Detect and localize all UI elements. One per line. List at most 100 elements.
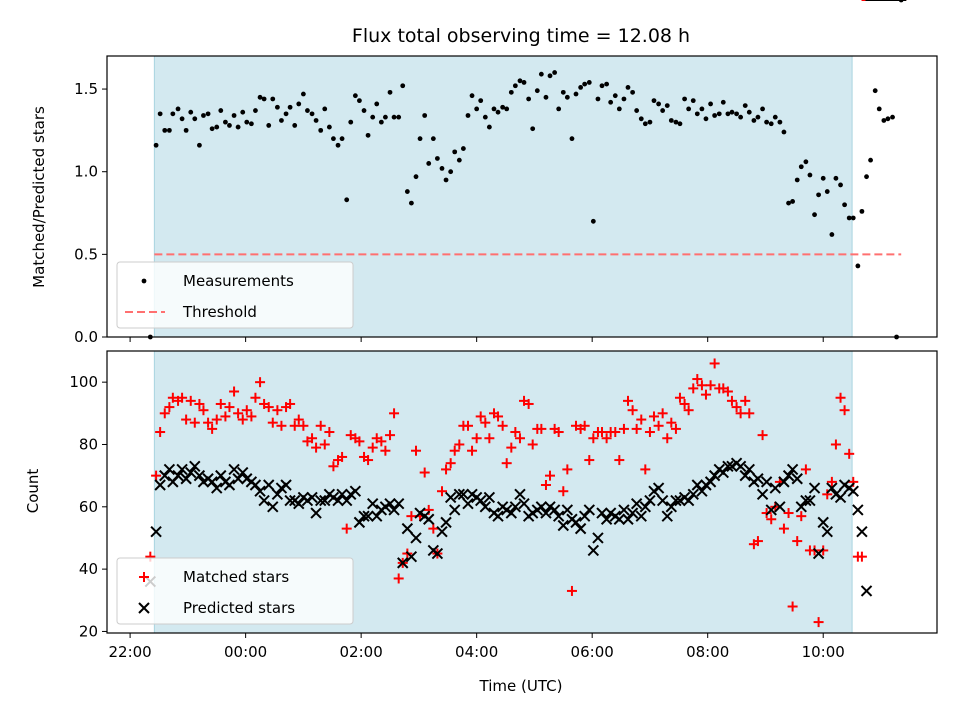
predicted-point-b (232, 473, 244, 485)
x-tick-label: 22:00 (108, 643, 151, 661)
predicted-point (319, 494, 331, 507)
predicted-point (635, 510, 647, 522)
x-tick-label: 04:00 (455, 643, 498, 661)
matched-point (813, 617, 824, 628)
matched-point (506, 442, 517, 453)
predicted-point-b (284, 494, 296, 507)
measurement-point (274, 104, 280, 110)
measurement-point (223, 119, 228, 125)
predicted-point-b (708, 469, 721, 482)
measurement-point (742, 103, 748, 108)
predicted-point (384, 497, 396, 510)
predicted-point-b (808, 482, 821, 494)
predicted-point-b (765, 504, 777, 516)
predicted-point-b (622, 513, 634, 525)
matched-point (735, 408, 746, 419)
predicted-point-b (384, 497, 396, 510)
matched-point (722, 386, 733, 397)
matched-point (328, 461, 339, 472)
predicted-point (661, 510, 673, 522)
legend-box (116, 557, 354, 625)
measurement-point (439, 166, 445, 171)
measurement-point (500, 104, 506, 110)
measurement-point (612, 93, 618, 99)
measurement-point (227, 123, 232, 128)
measurement-point (408, 200, 414, 206)
measurement-point (885, 116, 891, 122)
predicted-point (474, 494, 487, 507)
measurement-point (798, 164, 804, 170)
matched-point (514, 433, 525, 444)
measurement-point (248, 121, 254, 127)
predicted-point (791, 473, 803, 485)
measurement-point (378, 119, 384, 125)
matched-point (674, 392, 685, 403)
predicted-point-b (800, 494, 812, 507)
measurement-point (162, 127, 168, 133)
predicted-point-b (826, 482, 838, 494)
matched-point (233, 408, 244, 419)
matched-point (627, 405, 638, 416)
predicted-point (613, 513, 626, 525)
measurement-point (824, 189, 830, 194)
matched-point (596, 427, 607, 438)
predicted-point-b (371, 510, 383, 522)
measurement-point (850, 215, 856, 221)
measurement-point (582, 81, 588, 87)
predicted-point-b (457, 488, 470, 501)
measurement-point (647, 119, 653, 125)
predicted-point (284, 494, 296, 507)
predicted-point-b (474, 494, 487, 507)
measurement-point (391, 114, 397, 120)
measurement-point (231, 113, 237, 118)
measurement-point (725, 111, 731, 117)
measurement-point (630, 89, 636, 95)
predicted-point-b (752, 473, 764, 485)
matched-point (220, 411, 231, 422)
predicted-point (349, 485, 362, 497)
predicted-point-b (241, 473, 253, 485)
predicted-point-b (319, 494, 331, 507)
measurement-point (370, 114, 376, 120)
measurement-point (157, 111, 163, 117)
predicted-point (756, 488, 769, 501)
matched-point (380, 445, 391, 456)
measurement-point (746, 109, 752, 115)
predicted-point-b (791, 473, 803, 485)
predicted-point (821, 526, 833, 538)
legend: Measurements Threshold (116, 261, 354, 329)
measurement-point (197, 142, 202, 148)
predicted-point-b (838, 479, 851, 491)
matched-point (657, 408, 668, 419)
measurement-point (534, 88, 540, 94)
measurement-point (192, 116, 198, 122)
measurement-point (634, 108, 640, 113)
predicted-point-b (154, 479, 166, 491)
measurement-point (807, 172, 813, 178)
matched-point (562, 464, 573, 475)
matched-point (246, 411, 257, 422)
matched-point (666, 417, 677, 428)
measurement-point (417, 136, 423, 142)
predicted-point (852, 504, 864, 516)
predicted-point-b (392, 497, 405, 510)
measurement-point (508, 89, 514, 95)
measurement-point (413, 174, 419, 180)
predicted-point-b (310, 507, 322, 519)
predicted-point-b (401, 522, 414, 535)
measurement-point (270, 96, 276, 102)
predicted-point-b (592, 532, 604, 544)
measurement-point (803, 159, 809, 165)
predicted-point-b (557, 519, 570, 532)
predicted-point (518, 497, 530, 510)
predicted-point (397, 557, 409, 569)
predicted-point-b (254, 485, 266, 497)
measurement-point (677, 121, 683, 127)
measurement-point (881, 118, 887, 123)
predicted-point (752, 473, 764, 485)
matched-point (194, 398, 205, 409)
matched-point (796, 511, 807, 522)
measurement-point (335, 142, 341, 148)
predicted-point-b (159, 469, 171, 482)
matched-point (523, 398, 534, 409)
